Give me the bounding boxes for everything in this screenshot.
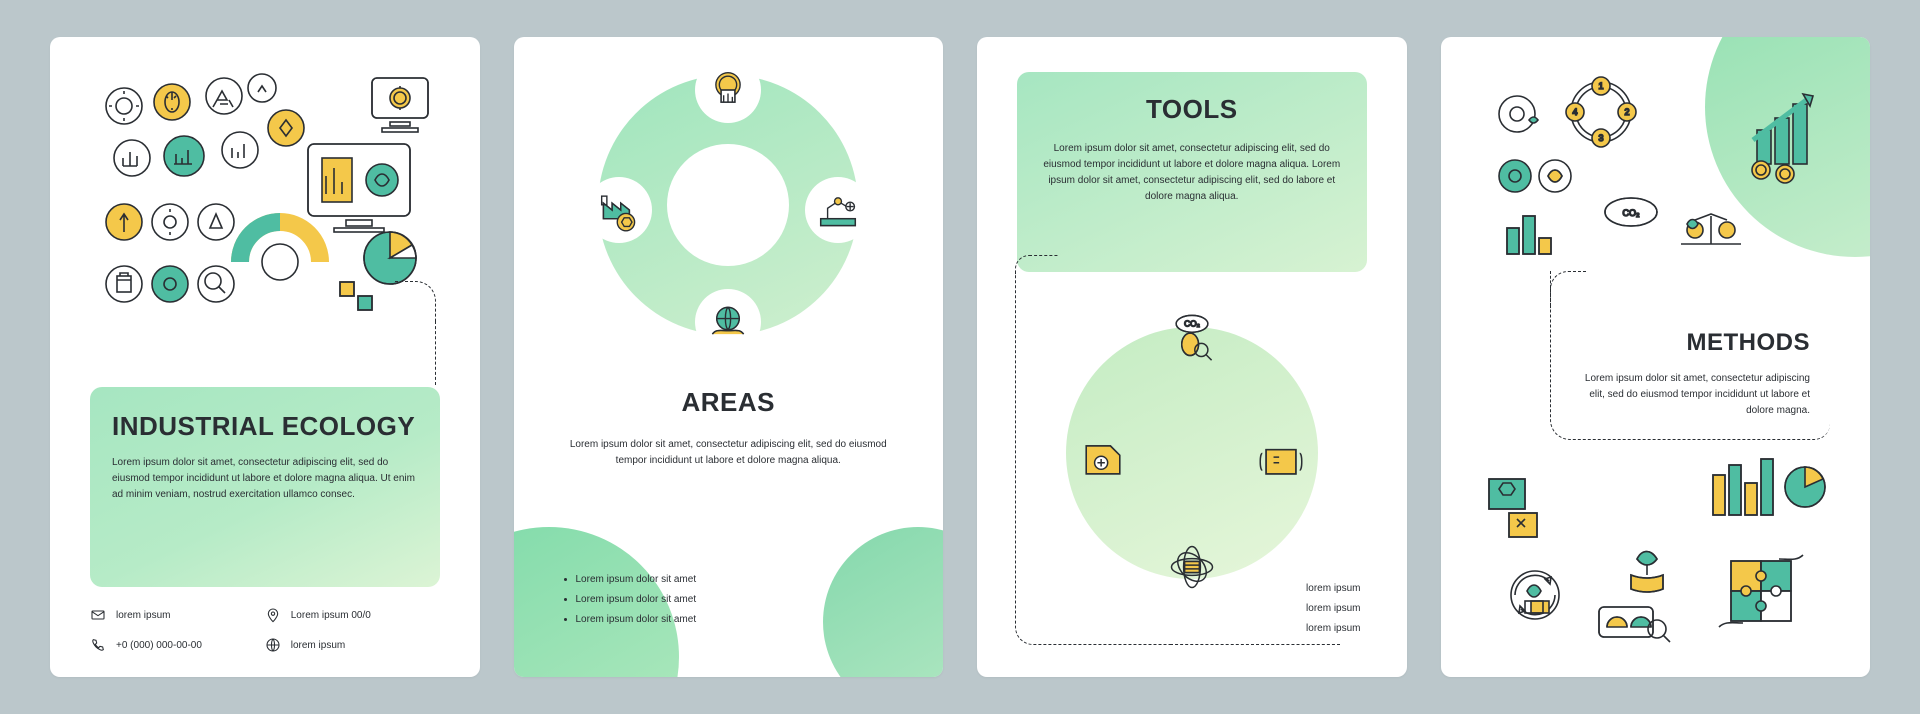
- panel-methods: 1 2 3 4 CO₂ METHODS Lorem ipsum dolor si…: [1441, 37, 1871, 677]
- svg-text:2: 2: [1624, 107, 1629, 117]
- contact-address: Lorem ipsum 00/0: [265, 607, 440, 623]
- orbit-icon-eco-label: [1073, 429, 1133, 489]
- panel-body: Lorem ipsum dolor sit amet, consectetur …: [1041, 141, 1343, 205]
- bullet-list: Lorem ipsum dolor sit amet Lorem ipsum d…: [562, 572, 697, 632]
- panel-tools: TOOLS Lorem ipsum dolor sit amet, consec…: [977, 37, 1407, 677]
- orbit-icon-co2-footprint: CO₂: [1162, 305, 1222, 365]
- orbit-icon-robot-arm: [805, 177, 871, 243]
- bullet-item: Lorem ipsum dolor sit amet: [576, 592, 697, 608]
- title-block: METHODS Lorem ipsum dolor sit amet, cons…: [1550, 307, 1830, 440]
- contact-grid: lorem ipsum Lorem ipsum 00/0 +0 (000) 00…: [90, 607, 440, 653]
- contact-web-text: lorem ipsum: [291, 640, 345, 651]
- bullet-item: lorem ipsum: [1306, 621, 1360, 637]
- contact-address-text: Lorem ipsum 00/0: [291, 610, 371, 621]
- bullet-item: lorem ipsum: [1306, 581, 1360, 597]
- contact-web: lorem ipsum: [265, 637, 440, 653]
- panel-title: INDUSTRIAL ECOLOGY: [112, 412, 418, 441]
- panel-areas: AREAS Lorem ipsum dolor sit amet, consec…: [514, 37, 944, 677]
- panel-title: METHODS: [1571, 329, 1810, 357]
- svg-text:3: 3: [1598, 133, 1603, 143]
- orbit-icon-gear-building: [695, 57, 761, 123]
- globe-icon: [265, 637, 281, 653]
- panel-industrial-ecology: INDUSTRIAL ECOLOGY Lorem ipsum dolor sit…: [50, 37, 480, 677]
- bg-circle: [823, 527, 943, 677]
- svg-text:1: 1: [1598, 81, 1603, 91]
- contact-email: lorem ipsum: [90, 607, 265, 623]
- orbit-icon-box-shipping: [1251, 429, 1311, 489]
- bullet-item: Lorem ipsum dolor sit amet: [576, 572, 697, 588]
- phone-icon: [90, 637, 106, 653]
- svg-text:CO₂: CO₂: [1622, 208, 1640, 218]
- contact-phone: +0 (000) 000-00-00: [90, 637, 265, 653]
- panel-body: Lorem ipsum dolor sit amet, consectetur …: [558, 437, 900, 469]
- title-wrap: AREAS: [514, 387, 944, 418]
- header-block: TOOLS Lorem ipsum dolor sit amet, consec…: [1017, 72, 1367, 272]
- orbit-icon-hands-globe: [695, 289, 761, 355]
- title-block: INDUSTRIAL ECOLOGY Lorem ipsum dolor sit…: [90, 387, 440, 587]
- bullet-item: Lorem ipsum dolor sit amet: [576, 612, 697, 628]
- svg-text:4: 4: [1572, 107, 1577, 117]
- bullet-list: lorem ipsum lorem ipsum lorem ipsum: [1292, 581, 1360, 641]
- orbit-icon-factory-recycle: [586, 177, 652, 243]
- mail-icon: [90, 607, 106, 623]
- illustration-icon-cluster: [90, 72, 440, 332]
- orbit-inner: [667, 144, 789, 266]
- bullet-item: lorem ipsum: [1306, 601, 1360, 617]
- panel-body: Lorem ipsum dolor sit amet, consectetur …: [112, 455, 418, 503]
- panel-title: TOOLS: [1041, 94, 1343, 125]
- orbit-icon-atom-data: [1162, 537, 1222, 597]
- contact-phone-text: +0 (000) 000-00-00: [116, 640, 202, 651]
- panel-body: Lorem ipsum dolor sit amet, consectetur …: [1571, 371, 1810, 419]
- svg-text:CO₂: CO₂: [1184, 319, 1200, 329]
- illustration-top: 1 2 3 4 CO₂: [1481, 72, 1831, 292]
- panel-title: AREAS: [514, 387, 944, 418]
- connector-dashed: [435, 321, 436, 385]
- pin-icon: [265, 607, 281, 623]
- illustration-bottom: [1481, 457, 1831, 647]
- contact-email-text: lorem ipsum: [116, 610, 170, 621]
